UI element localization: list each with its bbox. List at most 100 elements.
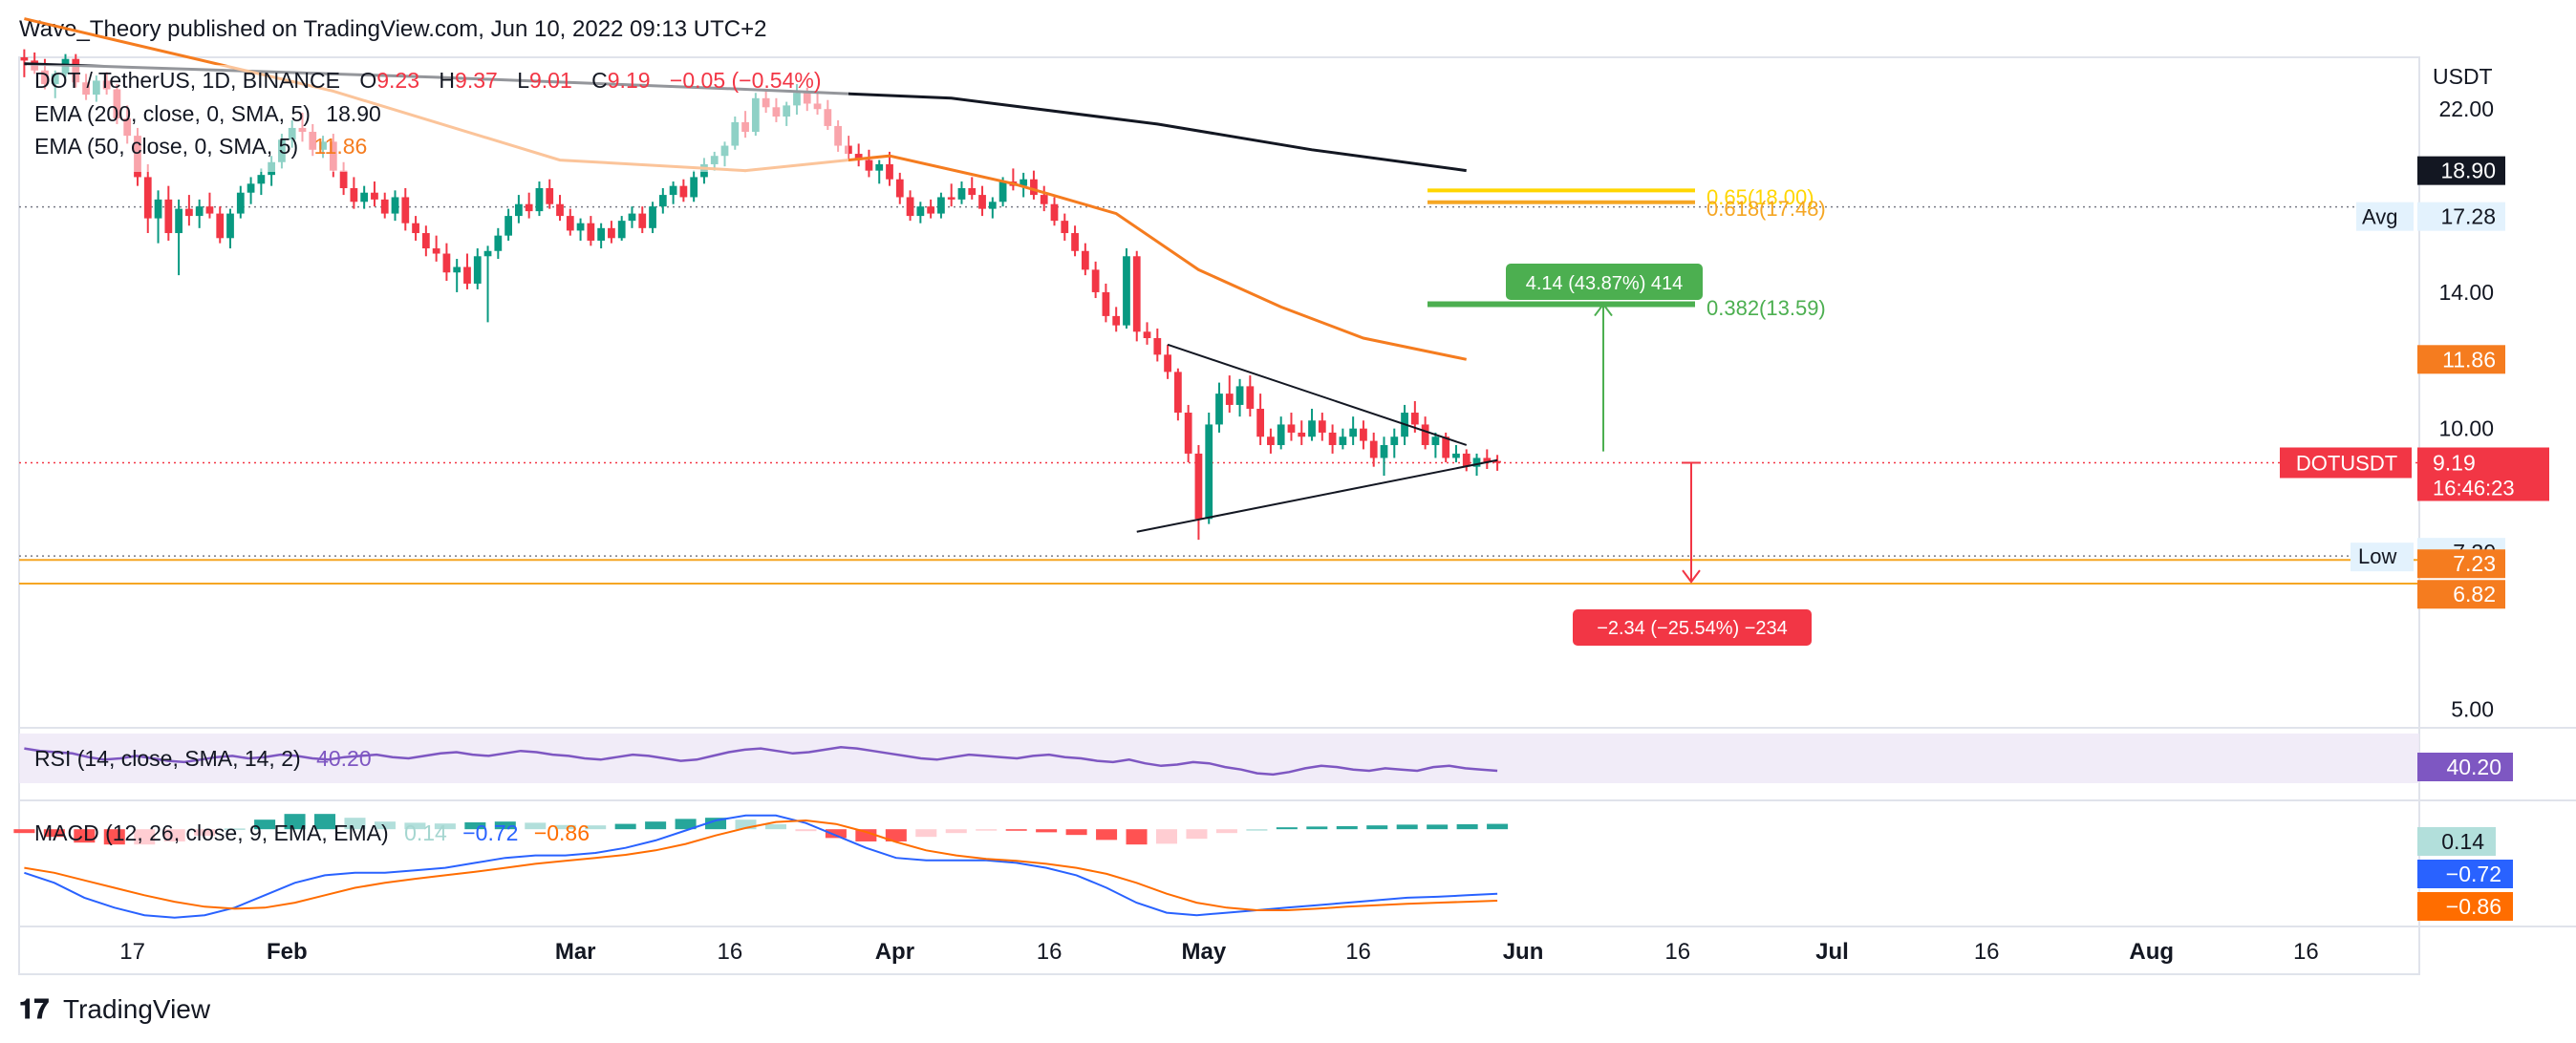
last-price-badge-bg	[2417, 447, 2549, 501]
candle-body	[886, 163, 893, 180]
ema200-badge-text: 18.90	[2440, 159, 2496, 183]
candle-body	[350, 187, 358, 202]
candle	[556, 195, 564, 222]
candle	[669, 181, 677, 204]
candle	[1298, 420, 1306, 445]
candle-body	[1020, 179, 1028, 186]
candle-body	[937, 197, 945, 214]
signal-badge-text: −0.86	[2446, 894, 2501, 919]
candle	[658, 187, 667, 214]
target-up-box[interactable]	[1506, 264, 1703, 300]
ema200-badge: 18.90	[2417, 156, 2505, 185]
candle-body	[154, 199, 162, 219]
candle-body	[1040, 195, 1048, 204]
candle	[617, 216, 626, 241]
candle-body	[1235, 386, 1244, 405]
macd-histogram-bar	[675, 819, 697, 830]
candle-body	[339, 170, 348, 188]
candle-body	[1081, 250, 1089, 270]
candle-body	[1050, 203, 1059, 222]
candle	[927, 199, 935, 219]
macd-histogram-bar	[735, 820, 757, 830]
candle-body	[957, 187, 966, 200]
legend-main: DOT / TetherUS, 1D, BINANCE O9.23 H9.37 …	[34, 68, 821, 93]
candle-body	[247, 183, 255, 193]
macd-histogram-bar	[1155, 829, 1178, 844]
target-down-label: −2.34 (−25.54%) −234	[1597, 618, 1788, 639]
macd-histogram-bar	[1186, 829, 1208, 840]
macd-badge-text: −0.72	[2446, 862, 2501, 886]
candle-body	[1318, 420, 1326, 433]
candle	[638, 206, 647, 234]
macd-histogram-bar	[74, 829, 96, 843]
candle-body	[535, 187, 544, 212]
candle	[1360, 420, 1367, 450]
candle	[525, 192, 533, 219]
legend-low: 9.01	[529, 68, 572, 93]
triangle-upper-line	[1167, 343, 1468, 446]
macd-histogram-bar	[1065, 829, 1087, 836]
avg-badge-bg	[2417, 202, 2505, 231]
legend-rsi-value: 40.20	[316, 746, 372, 771]
candle	[1215, 382, 1223, 433]
tradingview-logo[interactable]: 𝟏𝟕 TradingView	[19, 994, 211, 1024]
macd-histogram-bar	[525, 822, 547, 830]
macd-histogram-bar	[194, 829, 216, 836]
candle-body	[608, 227, 615, 239]
legend-close-key: C	[591, 68, 608, 93]
candle-body	[1328, 432, 1337, 445]
candle-body	[854, 154, 863, 160]
macd-histogram-bar	[404, 822, 426, 830]
macd-histogram-bar	[554, 824, 576, 830]
candle	[597, 223, 606, 249]
candle-body	[391, 197, 399, 214]
target-up-label: 4.14 (43.87%) 414	[1526, 273, 1684, 294]
candle-body	[865, 160, 873, 171]
target-down-box[interactable]	[1573, 609, 1812, 646]
candle	[679, 179, 688, 202]
price-scale-unit: USDT	[2433, 64, 2493, 89]
candle	[1184, 404, 1192, 463]
macd-histogram-bar	[434, 823, 456, 830]
macd-histogram-bar	[614, 823, 636, 830]
candle	[628, 206, 636, 228]
macd-pane	[13, 814, 1509, 919]
macd-histogram-bar	[705, 818, 727, 830]
time-axis[interactable]: 17 Feb Mar 16 Apr 16 May 16 Jun 16 Jul 16 Aug 16	[119, 939, 2319, 965]
horizontal-levels	[19, 205, 2419, 585]
candle-body	[1308, 420, 1316, 437]
avg-tag-label: Avg	[2362, 205, 2398, 229]
candle-body	[1483, 458, 1492, 463]
candle-body	[1390, 436, 1399, 445]
signal-badge-bg	[2417, 892, 2513, 921]
time-axis-label: 16	[718, 939, 743, 965]
candle-body	[1030, 179, 1038, 196]
fib-0618-label: 0.618(17.48)	[1707, 197, 1826, 221]
symbol-tag-label: DOTUSDT	[2296, 451, 2397, 475]
legend-high-key: H	[439, 68, 455, 93]
candle	[1483, 449, 1492, 470]
time-axis-label: 16	[2293, 939, 2319, 965]
candle-body	[1194, 453, 1203, 520]
price-scale[interactable]: USDT 22.00 14.00 10.00 5.00 18.90 17.28 Avg 11.8…	[2280, 64, 2549, 921]
price-tick-label: 22.00	[2438, 96, 2494, 121]
candle-body	[1173, 372, 1182, 414]
candle-body	[432, 248, 440, 254]
legend-open-key: O	[359, 68, 376, 93]
level-723-badge: 7.23	[2417, 549, 2505, 579]
candle-body	[143, 177, 152, 219]
candle-body	[1410, 413, 1419, 425]
tv-brand-text: TradingView	[63, 994, 211, 1024]
macd-histogram-bar	[585, 825, 607, 830]
candle-body	[895, 179, 904, 198]
low-tag-label: Low	[2358, 544, 2396, 568]
candle	[1390, 428, 1399, 458]
candle-body	[371, 192, 378, 200]
candle	[1173, 368, 1182, 421]
candle	[226, 208, 234, 249]
level-723-badge-bg	[2417, 549, 2505, 579]
candle	[494, 227, 503, 260]
candle-body	[1246, 386, 1255, 409]
candle-body	[690, 177, 698, 198]
macd-histogram-bar	[254, 820, 276, 830]
